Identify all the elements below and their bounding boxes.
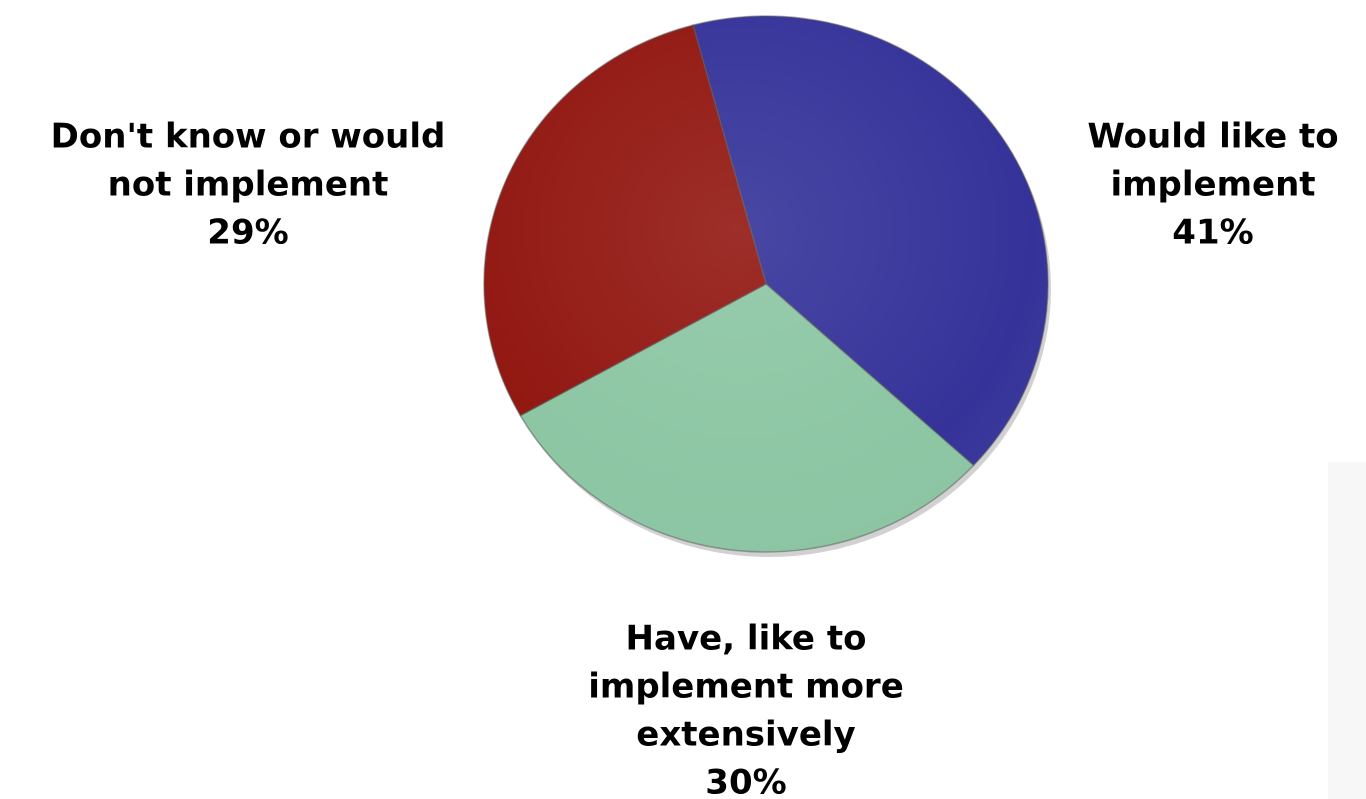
slice-label-line: implement xyxy=(1110,165,1315,205)
slice-labels: Would like to implement 41% Have, like to im… xyxy=(51,117,1339,799)
slice-label-line: Would like to xyxy=(1087,117,1338,157)
slice-label-line: not implement xyxy=(108,165,389,205)
slice-label-line: extensively xyxy=(636,715,855,755)
slice-value-label: 30% xyxy=(705,763,786,799)
slice-label-line: implement more xyxy=(588,667,904,707)
pie-highlight xyxy=(484,16,1048,552)
slice-value-label: 29% xyxy=(207,213,288,253)
slice-value-label: 41% xyxy=(1172,213,1253,253)
background-panel xyxy=(1328,462,1366,799)
slice-label-line: Have, like to xyxy=(626,619,867,659)
pie-sheen xyxy=(484,16,1048,552)
slice-label-3: Don't know or would not implement 29% xyxy=(51,117,446,253)
slice-label-1: Would like to implement 41% xyxy=(1087,117,1338,253)
slice-label-line: Don't know or would xyxy=(51,117,446,157)
slice-label-2: Have, like to implement more extensively 30… xyxy=(588,619,904,799)
